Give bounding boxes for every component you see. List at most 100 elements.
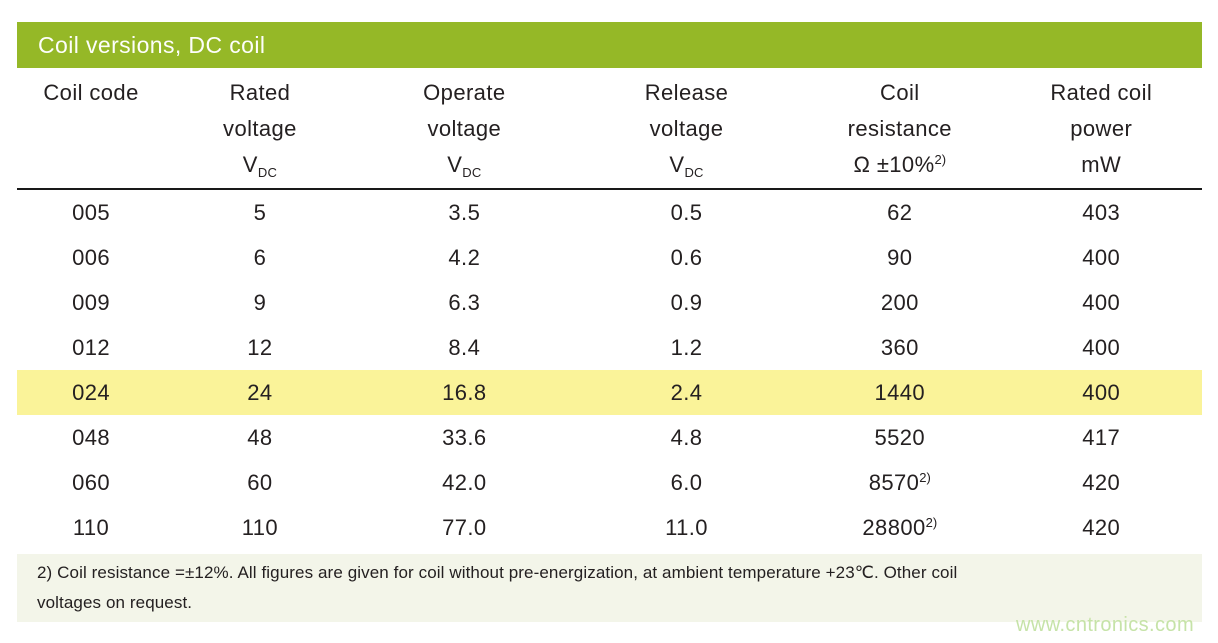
header-line3: VDC [165,147,355,183]
header-line3: mW [1001,147,1202,183]
cell-coil-code: 024 [72,380,111,405]
column-header-rated-coil-power: Rated coil power mW [1001,75,1202,183]
table-row: 110 110 77.0 11.0 288002) 420 [17,505,1202,550]
cell-coil-code: 048 [72,425,111,450]
cell-operate-voltage: 3.5 [448,200,481,225]
cell-operate-voltage: 42.0 [442,470,487,495]
cell-coil-resistance: 360 [799,325,1000,373]
cell-release-voltage: 4.8 [670,425,703,450]
cell-coil-code: 006 [72,245,111,270]
header-line1: Coil [880,80,920,105]
cell-rated-power: 400 [1082,335,1121,360]
table-row: 012 12 8.4 1.2 360 400 [17,325,1202,370]
resistance-value: 200 [880,290,919,315]
cell-operate-voltage: 33.6 [442,425,487,450]
column-header-coil-resistance: Coil resistance Ω ±10%2) [799,75,1000,183]
watermark-text: www.cntronics.com [1016,614,1194,636]
table-row: 048 48 33.6 4.8 5520 417 [17,415,1202,460]
resistance-value: 8570 [868,470,920,495]
cell-coil-code: 009 [72,290,111,315]
cell-rated-voltage: 60 [247,470,273,495]
cell-rated-voltage: 48 [247,425,273,450]
header-line1: Rated [229,80,291,105]
table-row: 009 9 6.3 0.9 200 400 [17,280,1202,325]
header-line2: voltage [223,116,297,141]
resistance-footnote-ref: 2) [925,515,938,530]
cell-release-voltage: 11.0 [665,515,708,540]
resistance-value: 62 [887,200,913,225]
cell-operate-voltage: 4.2 [448,245,481,270]
cell-operate-voltage: 77.0 [442,515,487,540]
header-unit: V [669,152,685,177]
cell-rated-voltage: 24 [247,380,273,405]
table-row: 006 6 4.2 0.6 90 400 [17,235,1202,280]
resistance-value: 90 [887,245,913,270]
header-line1: Release [644,80,729,105]
cell-rated-power: 403 [1082,200,1121,225]
cell-rated-power: 420 [1082,470,1121,495]
cell-release-voltage: 0.5 [670,200,703,225]
header-line3: Ω ±10%2) [799,147,1000,183]
header-line2 [17,111,165,147]
cell-operate-voltage: 6.3 [448,290,481,315]
column-header-coil-code: Coil code [17,75,165,183]
header-line2: power [1070,116,1133,141]
resistance-value: 1440 [874,380,926,405]
cell-operate-voltage: 8.4 [448,335,481,360]
header-line3: VDC [574,147,799,183]
cell-release-voltage: 0.6 [670,245,703,270]
cell-coil-resistance: 85702) [799,460,1000,508]
cell-rated-power: 420 [1082,515,1121,540]
cell-rated-power: 400 [1082,380,1121,405]
cell-coil-code: 005 [72,200,111,225]
resistance-footnote-ref: 2) [919,470,931,485]
header-line3: VDC [355,147,574,183]
cell-coil-code: 060 [72,470,111,495]
resistance-value: 5520 [874,425,926,450]
table-title: Coil versions, DC coil [38,31,266,58]
resistance-value: 360 [880,335,919,360]
footnote-line1: 2) Coil resistance =±12%. All figures ar… [37,563,958,582]
table-title-bar: Coil versions, DC coil [17,22,1202,68]
header-unit: V [242,152,258,177]
table-body: 005 5 3.5 0.5 62 403 006 6 4.2 0.6 90 40… [17,190,1202,550]
header-line2: resistance [847,116,952,141]
column-header-release-voltage: Release voltage VDC [574,75,799,183]
cell-coil-resistance: 1440 [799,370,1000,418]
header-line1: Rated coil [1050,80,1153,105]
cell-coil-resistance: 5520 [799,415,1000,463]
header-line3 [17,147,165,183]
table-row-highlighted: 024 24 16.8 2.4 1440 400 [17,370,1202,415]
footnote-line2: voltages on request. [37,593,193,612]
cell-coil-resistance: 90 [799,235,1000,283]
cell-rated-voltage: 6 [253,245,267,270]
column-header-rated-voltage: Rated voltage VDC [165,75,355,183]
header-unit: mW [1081,152,1122,177]
cell-rated-voltage: 12 [247,335,273,360]
cell-rated-voltage: 110 [241,515,279,540]
header-line1: Operate [423,80,506,105]
cell-release-voltage: 6.0 [670,470,703,495]
cell-release-voltage: 0.9 [670,290,703,315]
header-line2: voltage [427,116,502,141]
cell-rated-power: 400 [1082,245,1121,270]
cell-rated-voltage: 5 [253,200,267,225]
resistance-value: 28800 [862,515,926,540]
header-unit-subscript: DC [462,165,482,180]
header-unit: Ω ±10% [853,152,935,177]
table-row: 005 5 3.5 0.5 62 403 [17,190,1202,235]
header-unit: V [447,152,463,177]
footnote: 2) Coil resistance =±12%. All figures ar… [17,554,1202,622]
header-footnote-ref: 2) [934,152,947,167]
cell-release-voltage: 1.2 [670,335,703,360]
cell-rated-power: 400 [1082,290,1121,315]
cell-rated-voltage: 9 [253,290,267,315]
header-line1: Coil code [43,80,139,105]
table-row: 060 60 42.0 6.0 85702) 420 [17,460,1202,505]
cell-coil-resistance: 200 [799,280,1000,328]
header-unit-subscript: DC [257,165,278,180]
cell-coil-code: 110 [72,515,110,540]
coil-spec-table: Coil versions, DC coil Coil code Rated v… [17,22,1202,622]
cell-coil-resistance: 288002) [799,505,1000,553]
cell-coil-code: 012 [72,335,111,360]
